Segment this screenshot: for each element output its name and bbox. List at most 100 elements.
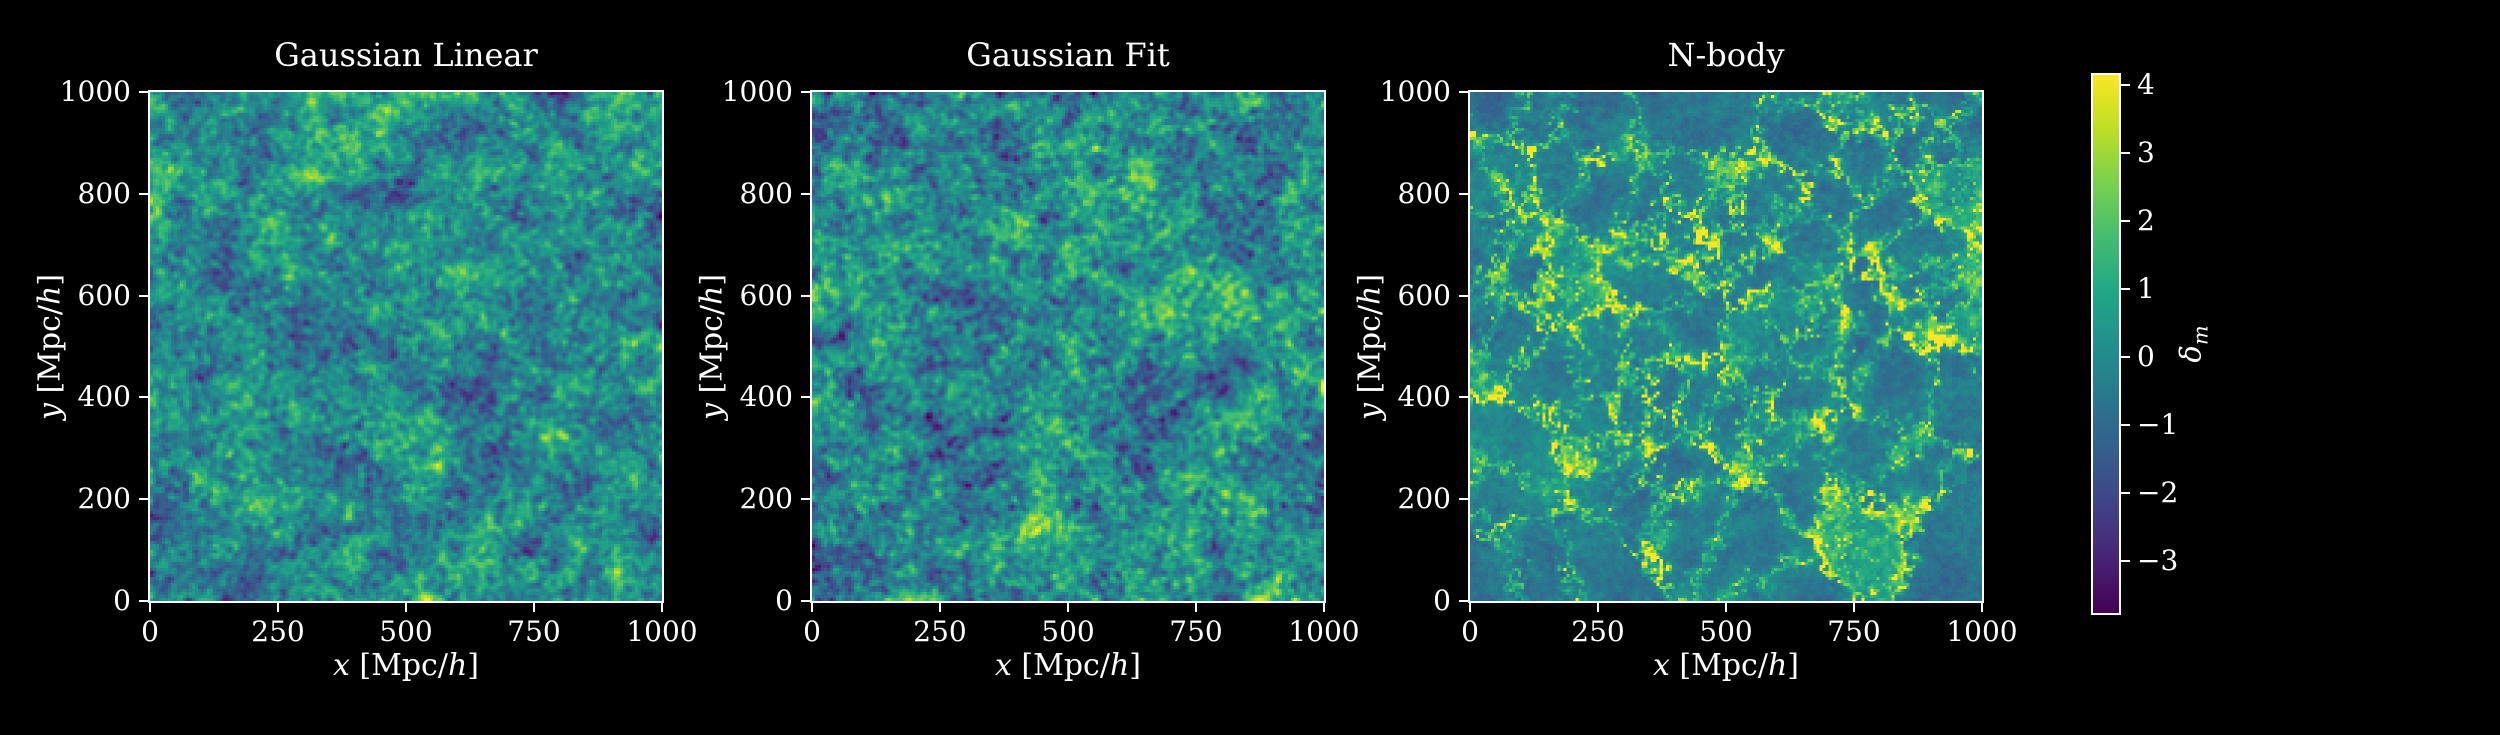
- density-field-canvas: [1470, 92, 1982, 601]
- y-tick-mark: [1459, 600, 1468, 602]
- y-tick-label: 0: [113, 584, 131, 617]
- x-tick-mark: [1469, 603, 1471, 612]
- y-tick-label: 200: [739, 482, 793, 516]
- x-tick-label: 250: [251, 615, 305, 648]
- density-field-canvas: [812, 92, 1324, 601]
- y-tick-mark: [139, 294, 148, 297]
- x-axis-label: x [Mpc/h]: [1653, 648, 1799, 683]
- x-tick-mark: [277, 603, 279, 612]
- colorbar-label-subscript: m: [2188, 325, 2213, 346]
- x-tick-label: 750: [1827, 615, 1881, 648]
- colorbar-tick-mark: [2121, 287, 2130, 290]
- y-tick-mark: [801, 396, 810, 399]
- x-tick-label: 500: [1699, 615, 1753, 648]
- colorbar-tick-mark: [2121, 152, 2130, 155]
- x-tick-label: 1000: [1288, 615, 1360, 648]
- x-axis-variable: x: [994, 648, 1012, 683]
- y-tick-label: 800: [77, 176, 131, 210]
- y-tick-label: 1000: [1379, 75, 1451, 108]
- x-tick-label: 1000: [1946, 615, 2018, 648]
- density-field-canvas: [150, 92, 662, 601]
- x-axis-unit-h: h: [1109, 648, 1130, 683]
- y-tick-mark: [1459, 192, 1468, 195]
- y-tick-label: 400: [77, 380, 131, 414]
- colorbar-tick-label: 0: [2137, 339, 2155, 373]
- y-tick-label: 600: [739, 278, 793, 312]
- colorbar-frame: [2091, 73, 2121, 615]
- x-axis-label: x [Mpc/h]: [333, 648, 479, 683]
- x-tick-label: 750: [507, 615, 561, 648]
- x-axis-unit-open: [Mpc/: [1011, 648, 1110, 683]
- x-tick-label: 750: [1169, 615, 1223, 648]
- x-tick-label: 0: [1461, 615, 1479, 648]
- panel-title: Gaussian Fit: [966, 36, 1170, 74]
- x-tick-mark: [1981, 603, 1983, 612]
- colorbar-tick-label: 3: [2137, 136, 2155, 170]
- x-tick-mark: [1067, 603, 1069, 612]
- x-tick-label: 250: [913, 615, 967, 648]
- y-tick-label: 800: [1397, 176, 1451, 210]
- x-axis-unit-open: [Mpc/: [349, 648, 448, 683]
- y-tick-mark: [801, 600, 810, 602]
- y-tick-label: 0: [775, 584, 793, 617]
- y-tick-mark: [801, 91, 810, 93]
- y-tick-mark: [1459, 396, 1468, 399]
- x-axis-unit-close: ]: [1787, 648, 1800, 683]
- colorbar-tick-label: −3: [2137, 543, 2179, 577]
- x-tick-mark: [533, 603, 535, 612]
- x-axis-unit-close: ]: [1129, 648, 1142, 683]
- colorbar-label-delta: δ: [2173, 345, 2208, 363]
- y-tick-mark: [801, 294, 810, 297]
- x-axis-unit-h: h: [1767, 648, 1788, 683]
- y-tick-mark: [801, 192, 810, 195]
- y-tick-mark: [139, 192, 148, 195]
- y-tick-label: 1000: [721, 75, 793, 108]
- colorbar-label: δm: [2174, 325, 2213, 362]
- density-field-plot: [148, 90, 664, 603]
- x-axis-unit-h: h: [447, 648, 468, 683]
- x-tick-mark: [661, 603, 663, 612]
- x-tick-mark: [149, 603, 151, 612]
- x-tick-label: 500: [1041, 615, 1095, 648]
- colorbar-tick-mark: [2121, 220, 2130, 223]
- colorbar-tick-mark: [2121, 491, 2130, 494]
- x-tick-label: 0: [141, 615, 159, 648]
- x-tick-mark: [1853, 603, 1855, 612]
- density-field-plot: [810, 90, 1326, 603]
- y-tick-label: 200: [77, 482, 131, 516]
- y-tick-mark: [1459, 498, 1468, 501]
- y-tick-label: 0: [1433, 584, 1451, 617]
- y-tick-mark: [1459, 294, 1468, 297]
- y-tick-label: 400: [1397, 380, 1451, 414]
- colorbar-tick-label: −1: [2137, 407, 2179, 441]
- y-tick-label: 800: [739, 176, 793, 210]
- colorbar-tick-label: −2: [2137, 475, 2179, 509]
- y-tick-label: 400: [739, 380, 793, 414]
- x-tick-mark: [939, 603, 941, 612]
- x-tick-label: 0: [803, 615, 821, 648]
- x-axis-unit-close: ]: [467, 648, 480, 683]
- y-tick-mark: [1459, 91, 1468, 93]
- x-tick-mark: [1323, 603, 1325, 612]
- x-axis-variable: x: [332, 648, 350, 683]
- x-tick-mark: [1597, 603, 1599, 612]
- x-tick-mark: [405, 603, 407, 612]
- x-tick-mark: [1725, 603, 1727, 612]
- y-tick-mark: [139, 396, 148, 399]
- panel-title: N-body: [1667, 36, 1785, 74]
- colorbar-tick-mark: [2121, 423, 2130, 426]
- y-tick-mark: [801, 498, 810, 501]
- y-tick-label: 1000: [59, 75, 131, 108]
- colorbar-tick-label: 1: [2137, 271, 2155, 305]
- panel-title: Gaussian Linear: [274, 36, 538, 74]
- colorbar-tick-mark: [2121, 355, 2130, 358]
- density-field-plot: [1468, 90, 1984, 603]
- x-axis-variable: x: [1652, 648, 1670, 683]
- colorbar-gradient: [2093, 75, 2119, 613]
- x-tick-mark: [1195, 603, 1197, 612]
